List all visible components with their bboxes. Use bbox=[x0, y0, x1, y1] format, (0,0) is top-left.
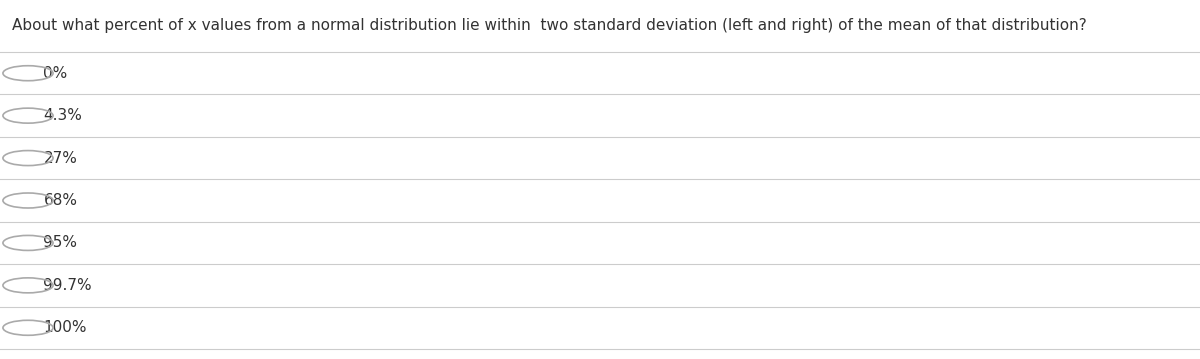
Text: 95%: 95% bbox=[43, 236, 78, 251]
Text: 4.3%: 4.3% bbox=[43, 108, 83, 123]
Text: 0%: 0% bbox=[43, 66, 67, 81]
Text: 27%: 27% bbox=[43, 150, 77, 165]
Text: 99.7%: 99.7% bbox=[43, 278, 92, 293]
Text: About what percent of x values from a normal distribution lie within  two standa: About what percent of x values from a no… bbox=[12, 18, 1087, 33]
Text: 100%: 100% bbox=[43, 320, 88, 335]
Text: 68%: 68% bbox=[43, 193, 78, 208]
